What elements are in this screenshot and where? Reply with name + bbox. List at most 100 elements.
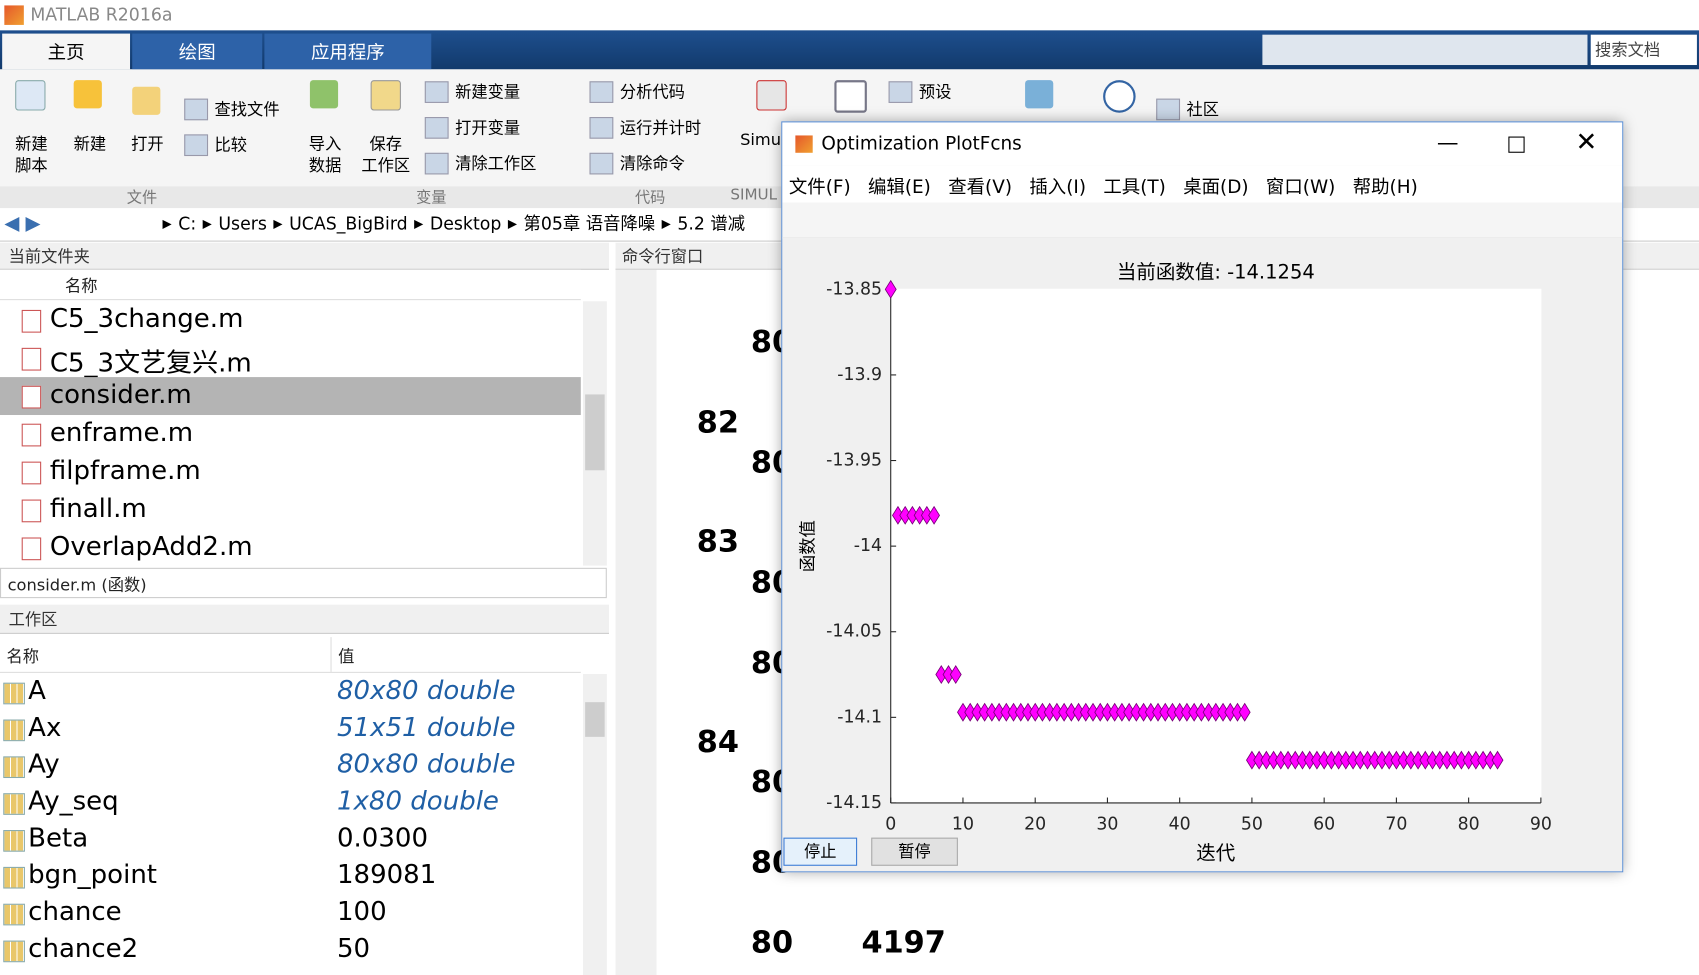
variable-row[interactable]: chance2 50 — [0, 932, 581, 969]
figure-toolbar — [782, 202, 1623, 239]
path-segment[interactable]: C: — [178, 213, 197, 235]
column-label[interactable]: 名称 — [6, 646, 40, 667]
search-box[interactable]: 搜索文档 — [1590, 34, 1697, 66]
file-row[interactable]: enframe.m — [0, 415, 581, 453]
variable-row[interactable]: chance 100 — [0, 895, 581, 932]
file-row[interactable]: finall.m — [0, 491, 581, 529]
button-label[interactable]: 社区 — [1186, 99, 1220, 120]
variable-row[interactable]: Ax 51x51 double — [0, 711, 581, 748]
file-icon — [21, 347, 42, 371]
var-icon — [3, 756, 25, 779]
nav-buttons[interactable]: ◀ ▶ — [4, 212, 41, 236]
group-label: 文件 — [126, 189, 158, 207]
button-label[interactable]: 打开变量 — [455, 118, 521, 138]
variable-row[interactable]: bgn_point 189081 — [0, 858, 581, 895]
button-label[interactable]: 工作区 — [361, 156, 411, 176]
minimize[interactable]: — — [1436, 128, 1459, 155]
separator: ▶ — [507, 216, 518, 231]
icon — [888, 81, 913, 103]
icon — [73, 80, 102, 109]
menu-item[interactable]: 桌面(D) — [1183, 176, 1249, 198]
button-label[interactable]: 打开 — [131, 134, 164, 154]
menu-item[interactable]: 编辑(E) — [868, 176, 931, 198]
close[interactable]: ✕ — [1575, 126, 1598, 158]
var-name: chance — [28, 896, 122, 927]
variable-row[interactable]: Beta 0.0300 — [0, 821, 581, 858]
file-row[interactable]: OverlapAdd2.m — [0, 529, 581, 567]
panel-title: 命令行窗口 — [621, 247, 704, 267]
menu-bar: 文件(F) 编辑(E) 查看(V) 插入(I) 工具(T) 桌面(D) 窗口(W) 帮助(H) — [782, 165, 1623, 203]
figure-title-bar: Optimization PlotFcns — ✕ — [782, 122, 1623, 166]
column-label[interactable]: 值 — [338, 646, 355, 667]
button-label[interactable]: 分析代码 — [619, 82, 685, 102]
button-label[interactable]: 新建变量 — [455, 82, 521, 102]
x-tick-label: 40 — [1169, 815, 1191, 835]
menu-item[interactable]: 查看(V) — [948, 176, 1013, 198]
menu-item[interactable]: 文件(F) — [788, 176, 851, 198]
x-tick-label: 60 — [1313, 815, 1335, 835]
stop-button[interactable]: 停止 — [783, 837, 858, 866]
var-value[interactable]: 80x80 double — [336, 748, 516, 780]
icon — [1025, 80, 1054, 109]
x-tick-label: 0 — [885, 815, 896, 835]
menu-item[interactable]: 插入(I) — [1029, 176, 1087, 198]
file-name: consider.m — [49, 379, 192, 410]
menu-item[interactable]: 窗口(W) — [1265, 176, 1336, 198]
icon — [184, 98, 209, 121]
path-segment[interactable]: 5.2 谱减 — [677, 213, 746, 235]
variable-row[interactable]: A 80x80 double — [0, 674, 581, 711]
var-value[interactable]: 80x80 double — [336, 675, 516, 706]
icon — [589, 81, 614, 103]
x-axis-label: 迭代 — [1196, 841, 1235, 864]
button-label[interactable]: 清除工作区 — [455, 153, 537, 174]
column-label[interactable]: 名称 — [65, 276, 98, 296]
scrollbar[interactable] — [582, 301, 607, 566]
button-label[interactable]: 比较 — [214, 135, 248, 155]
maximize[interactable] — [1508, 136, 1525, 153]
button-label[interactable]: 清除命令 — [619, 153, 685, 174]
tab[interactable]: 应用程序 — [264, 33, 432, 70]
menu-item[interactable]: 帮助(H) — [1352, 176, 1418, 198]
scroll-thumb[interactable] — [585, 702, 605, 737]
button-label[interactable]: 脚本 — [15, 156, 48, 176]
menu-item[interactable]: 工具(T) — [1103, 176, 1166, 198]
var-value[interactable]: 51x51 double — [336, 711, 516, 743]
file-row[interactable]: C5_3change.m — [0, 301, 581, 339]
button-label[interactable]: 新建 — [73, 134, 107, 154]
var-value[interactable]: 1x80 double — [336, 785, 499, 816]
button-label[interactable]: 数据 — [308, 156, 342, 176]
variable-row[interactable]: Ay 80x80 double — [0, 748, 581, 785]
variable-row[interactable]: Ay_seq 1x80 double — [0, 785, 581, 822]
tab[interactable]: 绘图 — [132, 33, 263, 70]
icon — [424, 152, 449, 175]
scroll-thumb[interactable] — [585, 394, 605, 471]
file-row[interactable]: C5_3文艺复兴.m — [0, 339, 581, 378]
button-label[interactable]: 运行并计时 — [619, 118, 702, 138]
var-name: A — [28, 675, 46, 706]
button-label[interactable]: 预设 — [918, 82, 952, 102]
var-icon — [3, 830, 25, 852]
file-row[interactable]: filpframe.m — [0, 453, 581, 491]
file-name: C5_3change.m — [49, 303, 244, 334]
path-segment[interactable]: 第05章 语音降噪 — [523, 213, 656, 235]
plot-area — [890, 288, 1542, 804]
pause-button[interactable]: 暂停 — [871, 837, 958, 866]
icon — [756, 80, 787, 111]
icon — [834, 80, 867, 113]
gutter — [615, 269, 657, 975]
var-name: chance2 — [28, 932, 139, 964]
data-point — [884, 279, 897, 299]
button-label[interactable]: 查找文件 — [214, 99, 280, 120]
path-segment[interactable]: Users — [218, 213, 267, 235]
path-segment[interactable]: Desktop — [429, 213, 502, 235]
button-label[interactable]: Simul — [740, 130, 786, 150]
button-label[interactable]: 新建 — [15, 134, 48, 154]
button-label[interactable]: 保存 — [369, 134, 403, 154]
file-row[interactable]: consider.m — [0, 377, 581, 416]
button-label[interactable]: 导入 — [308, 134, 342, 154]
tab-active[interactable]: 主页 — [2, 33, 131, 70]
data-point — [1238, 702, 1251, 722]
path-segment[interactable]: UCAS_BigBird — [289, 213, 408, 235]
scrollbar[interactable] — [582, 673, 607, 975]
